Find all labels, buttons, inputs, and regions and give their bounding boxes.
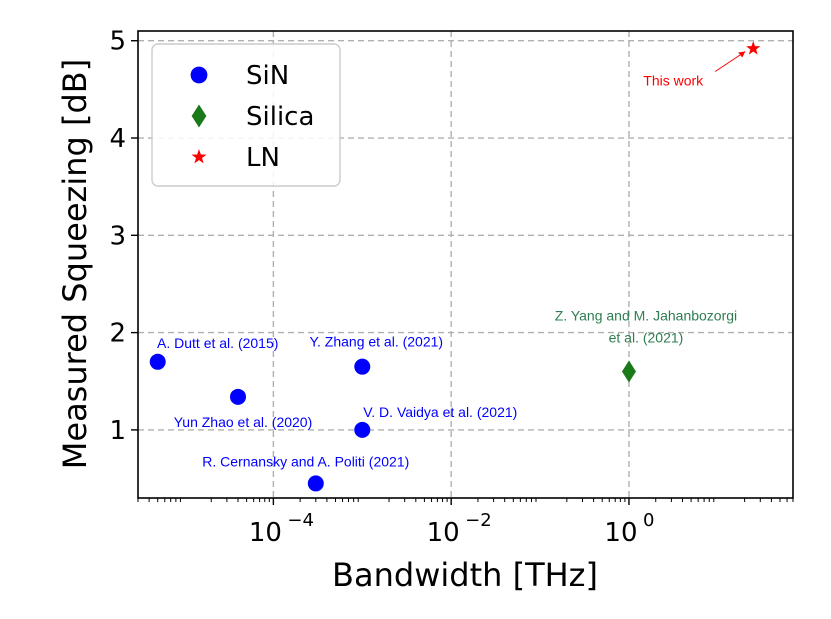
x-axis-label: Bandwidth [THz] [332, 556, 598, 594]
x-tick-exponent: −2 [465, 510, 492, 531]
y-axis-ticks: 1 2 3 4 5 [109, 27, 138, 446]
y-axis-label: Measured Squeezing [dB] [56, 59, 94, 469]
sin-marker [354, 421, 371, 438]
sin-marker [354, 358, 371, 375]
data-annotation: Y. Zhang et al. (2021) [309, 334, 443, 350]
grid-lines [138, 31, 793, 498]
sin-marker [307, 475, 324, 492]
point-annotations: A. Dutt et al. (2015) Yun Zhao et al. (20… [157, 51, 746, 469]
x-tick-base: 10 [249, 518, 282, 548]
data-annotation: R. Cernansky and A. Politi (2021) [202, 453, 409, 469]
data-annotation: et al. (2021) [609, 330, 684, 346]
sin-marker [230, 388, 247, 405]
legend-ln-marker [191, 149, 207, 164]
x-tick-exponent: 0 [643, 510, 654, 531]
data-points [149, 41, 761, 492]
legend-sin-marker [190, 66, 208, 84]
x-tick-label: 10 −4 [249, 510, 314, 548]
y-tick-label: 3 [109, 221, 126, 251]
annotation-arrow-head [738, 51, 746, 58]
x-tick-label: 10 0 [604, 510, 654, 548]
plot-frame [137, 30, 794, 499]
silica-marker [621, 360, 636, 383]
data-annotation: Z. Yang and M. Jahanbozorgi [555, 308, 737, 324]
data-annotation: V. D. Vaidya et al. (2021) [363, 404, 517, 420]
y-tick-label: 2 [109, 319, 126, 349]
x-tick-base: 10 [427, 518, 460, 548]
legend-label: SiN [246, 61, 289, 91]
x-tick-base: 10 [604, 518, 637, 548]
x-axis-ticks: 10 −4 10 −2 10 0 [137, 498, 794, 548]
ln-marker [746, 41, 761, 55]
data-annotation: A. Dutt et al. (2015) [157, 335, 278, 351]
x-tick-label: 10 −2 [427, 510, 492, 548]
data-annotation: This work [643, 73, 704, 89]
y-tick-label: 1 [109, 416, 126, 446]
y-tick-label: 4 [109, 124, 126, 154]
data-annotation: Yun Zhao et al. (2020) [174, 414, 313, 430]
sin-marker [149, 353, 166, 370]
legend-silica-marker [191, 104, 207, 128]
legend-label: Silica [246, 102, 314, 132]
y-tick-label: 5 [109, 27, 126, 57]
x-tick-exponent: −4 [287, 510, 314, 531]
legend: SiN Silica LN [151, 43, 341, 187]
legend-label: LN [246, 143, 280, 173]
